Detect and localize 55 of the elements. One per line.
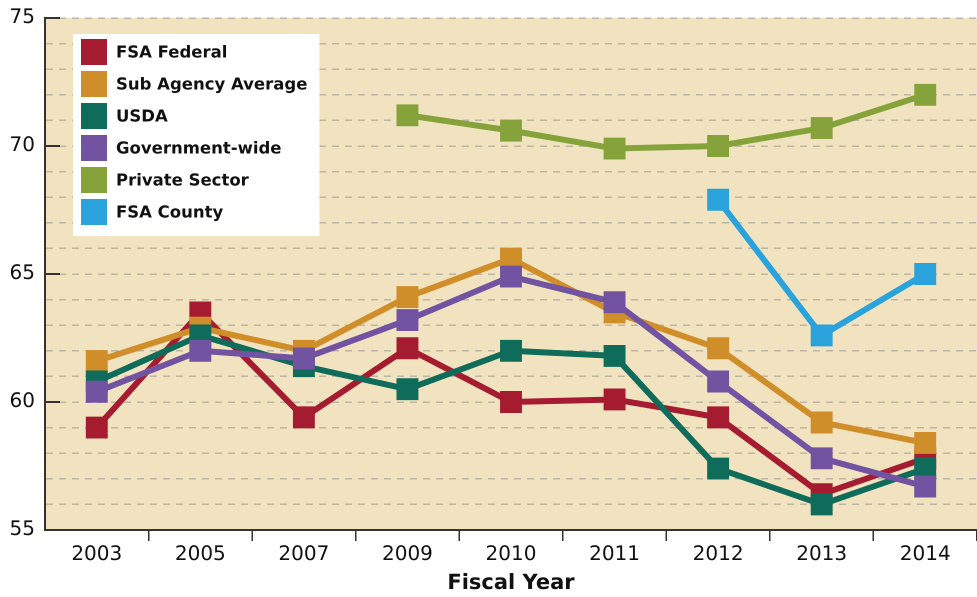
x-tick-label: 2014	[900, 541, 951, 566]
point	[707, 458, 730, 480]
x-axis-title: Fiscal Year	[447, 570, 576, 594]
x-tick-label: 2005	[174, 541, 226, 566]
point	[396, 286, 418, 308]
point	[810, 412, 833, 434]
point	[500, 391, 522, 413]
x-tick-label: 2007	[278, 541, 330, 566]
y-tick-label: 55	[10, 516, 35, 540]
point	[604, 138, 626, 160]
point	[500, 120, 522, 142]
legend-label: FSA Federal	[116, 42, 228, 62]
point	[707, 135, 730, 157]
point	[914, 84, 936, 106]
x-tick-label: 2010	[486, 541, 536, 566]
point	[604, 344, 626, 367]
point	[396, 378, 418, 400]
x-tick-label: 2009	[382, 541, 433, 566]
point	[86, 380, 108, 403]
y-tick-label: 75	[10, 4, 35, 28]
point	[292, 406, 315, 428]
point	[810, 117, 833, 140]
point	[914, 476, 936, 498]
point	[707, 406, 730, 428]
legend-label: Sub Agency Average	[116, 74, 308, 94]
legend-label: FSA County	[116, 202, 224, 222]
point	[396, 309, 418, 332]
point	[189, 340, 212, 362]
legend-label: Private Sector	[116, 170, 250, 190]
x-tick-label: 2003	[71, 541, 122, 566]
point	[86, 416, 108, 439]
point	[707, 337, 730, 360]
y-tick-label: 70	[10, 132, 35, 156]
point	[604, 388, 626, 410]
y-tick-label: 65	[10, 260, 35, 284]
point	[914, 432, 936, 454]
point	[707, 370, 730, 392]
x-tick-label: 2013	[796, 541, 848, 566]
point	[500, 266, 522, 288]
point	[604, 291, 626, 314]
point	[810, 447, 833, 470]
y-tick-label: 60	[10, 388, 35, 412]
point	[707, 188, 730, 211]
legend-label: USDA	[116, 106, 168, 126]
point	[396, 104, 418, 126]
point	[500, 340, 522, 362]
x-tick-label: 2011	[589, 541, 640, 566]
point	[810, 493, 833, 516]
point	[810, 324, 833, 346]
x-tick-label: 2012	[692, 541, 744, 566]
point	[86, 350, 108, 372]
point	[914, 263, 936, 285]
point	[396, 337, 418, 360]
legend-label: Government-wide	[116, 138, 282, 158]
point	[292, 348, 315, 370]
